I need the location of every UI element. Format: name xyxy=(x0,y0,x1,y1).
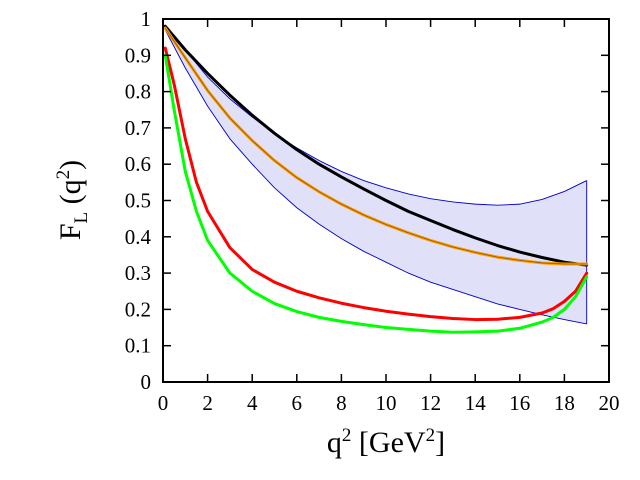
y-tick-label: 0.4 xyxy=(125,225,152,249)
x-tick-label: 16 xyxy=(509,391,530,415)
x-tick-label: 18 xyxy=(554,391,575,415)
band-fill xyxy=(165,26,587,324)
series-line-orange-core xyxy=(164,27,587,265)
y-tick-label: 0.7 xyxy=(125,116,151,140)
x-tick-label: 10 xyxy=(376,391,397,415)
x-tick-label: 0 xyxy=(158,391,169,415)
x-tick-label: 20 xyxy=(599,391,620,415)
y-tick-label: 0.8 xyxy=(125,80,151,104)
y-tick-label: 0.3 xyxy=(125,261,151,285)
y-tick-label: 0.2 xyxy=(125,297,151,321)
series-line-red xyxy=(163,46,589,322)
x-tick-label: 2 xyxy=(202,391,213,415)
x-tick-label: 12 xyxy=(420,391,441,415)
x-tick-label: 14 xyxy=(465,391,487,415)
series-line-green xyxy=(163,53,589,334)
y-axis-title: FL (q2) xyxy=(53,160,92,240)
y-tick-label: 0.1 xyxy=(125,334,151,358)
y-tick-label: 0 xyxy=(141,370,152,394)
series-group xyxy=(163,24,589,334)
x-tick-label: 8 xyxy=(336,391,347,415)
y-tick-label: 0.5 xyxy=(125,189,151,213)
band-upper-edge xyxy=(164,25,587,206)
y-tick-label: 1 xyxy=(141,7,152,31)
x-tick-label: 4 xyxy=(247,391,258,415)
band-lower-edge xyxy=(164,29,587,325)
series-line-black xyxy=(163,24,589,267)
uncertainty-band-group xyxy=(164,25,588,325)
x-axis-title: q2 [GeV2] xyxy=(327,425,445,459)
y-tick-label: 0.9 xyxy=(125,43,151,67)
x-tick-label: 6 xyxy=(292,391,303,415)
ticks-group: 0 2 4 6 8 10 12 14 16 18 20 0 0.1 0.2 0.3 0.4 0.5 0.6 0.7 0… xyxy=(125,7,620,415)
y-tick-label: 0.6 xyxy=(125,152,151,176)
